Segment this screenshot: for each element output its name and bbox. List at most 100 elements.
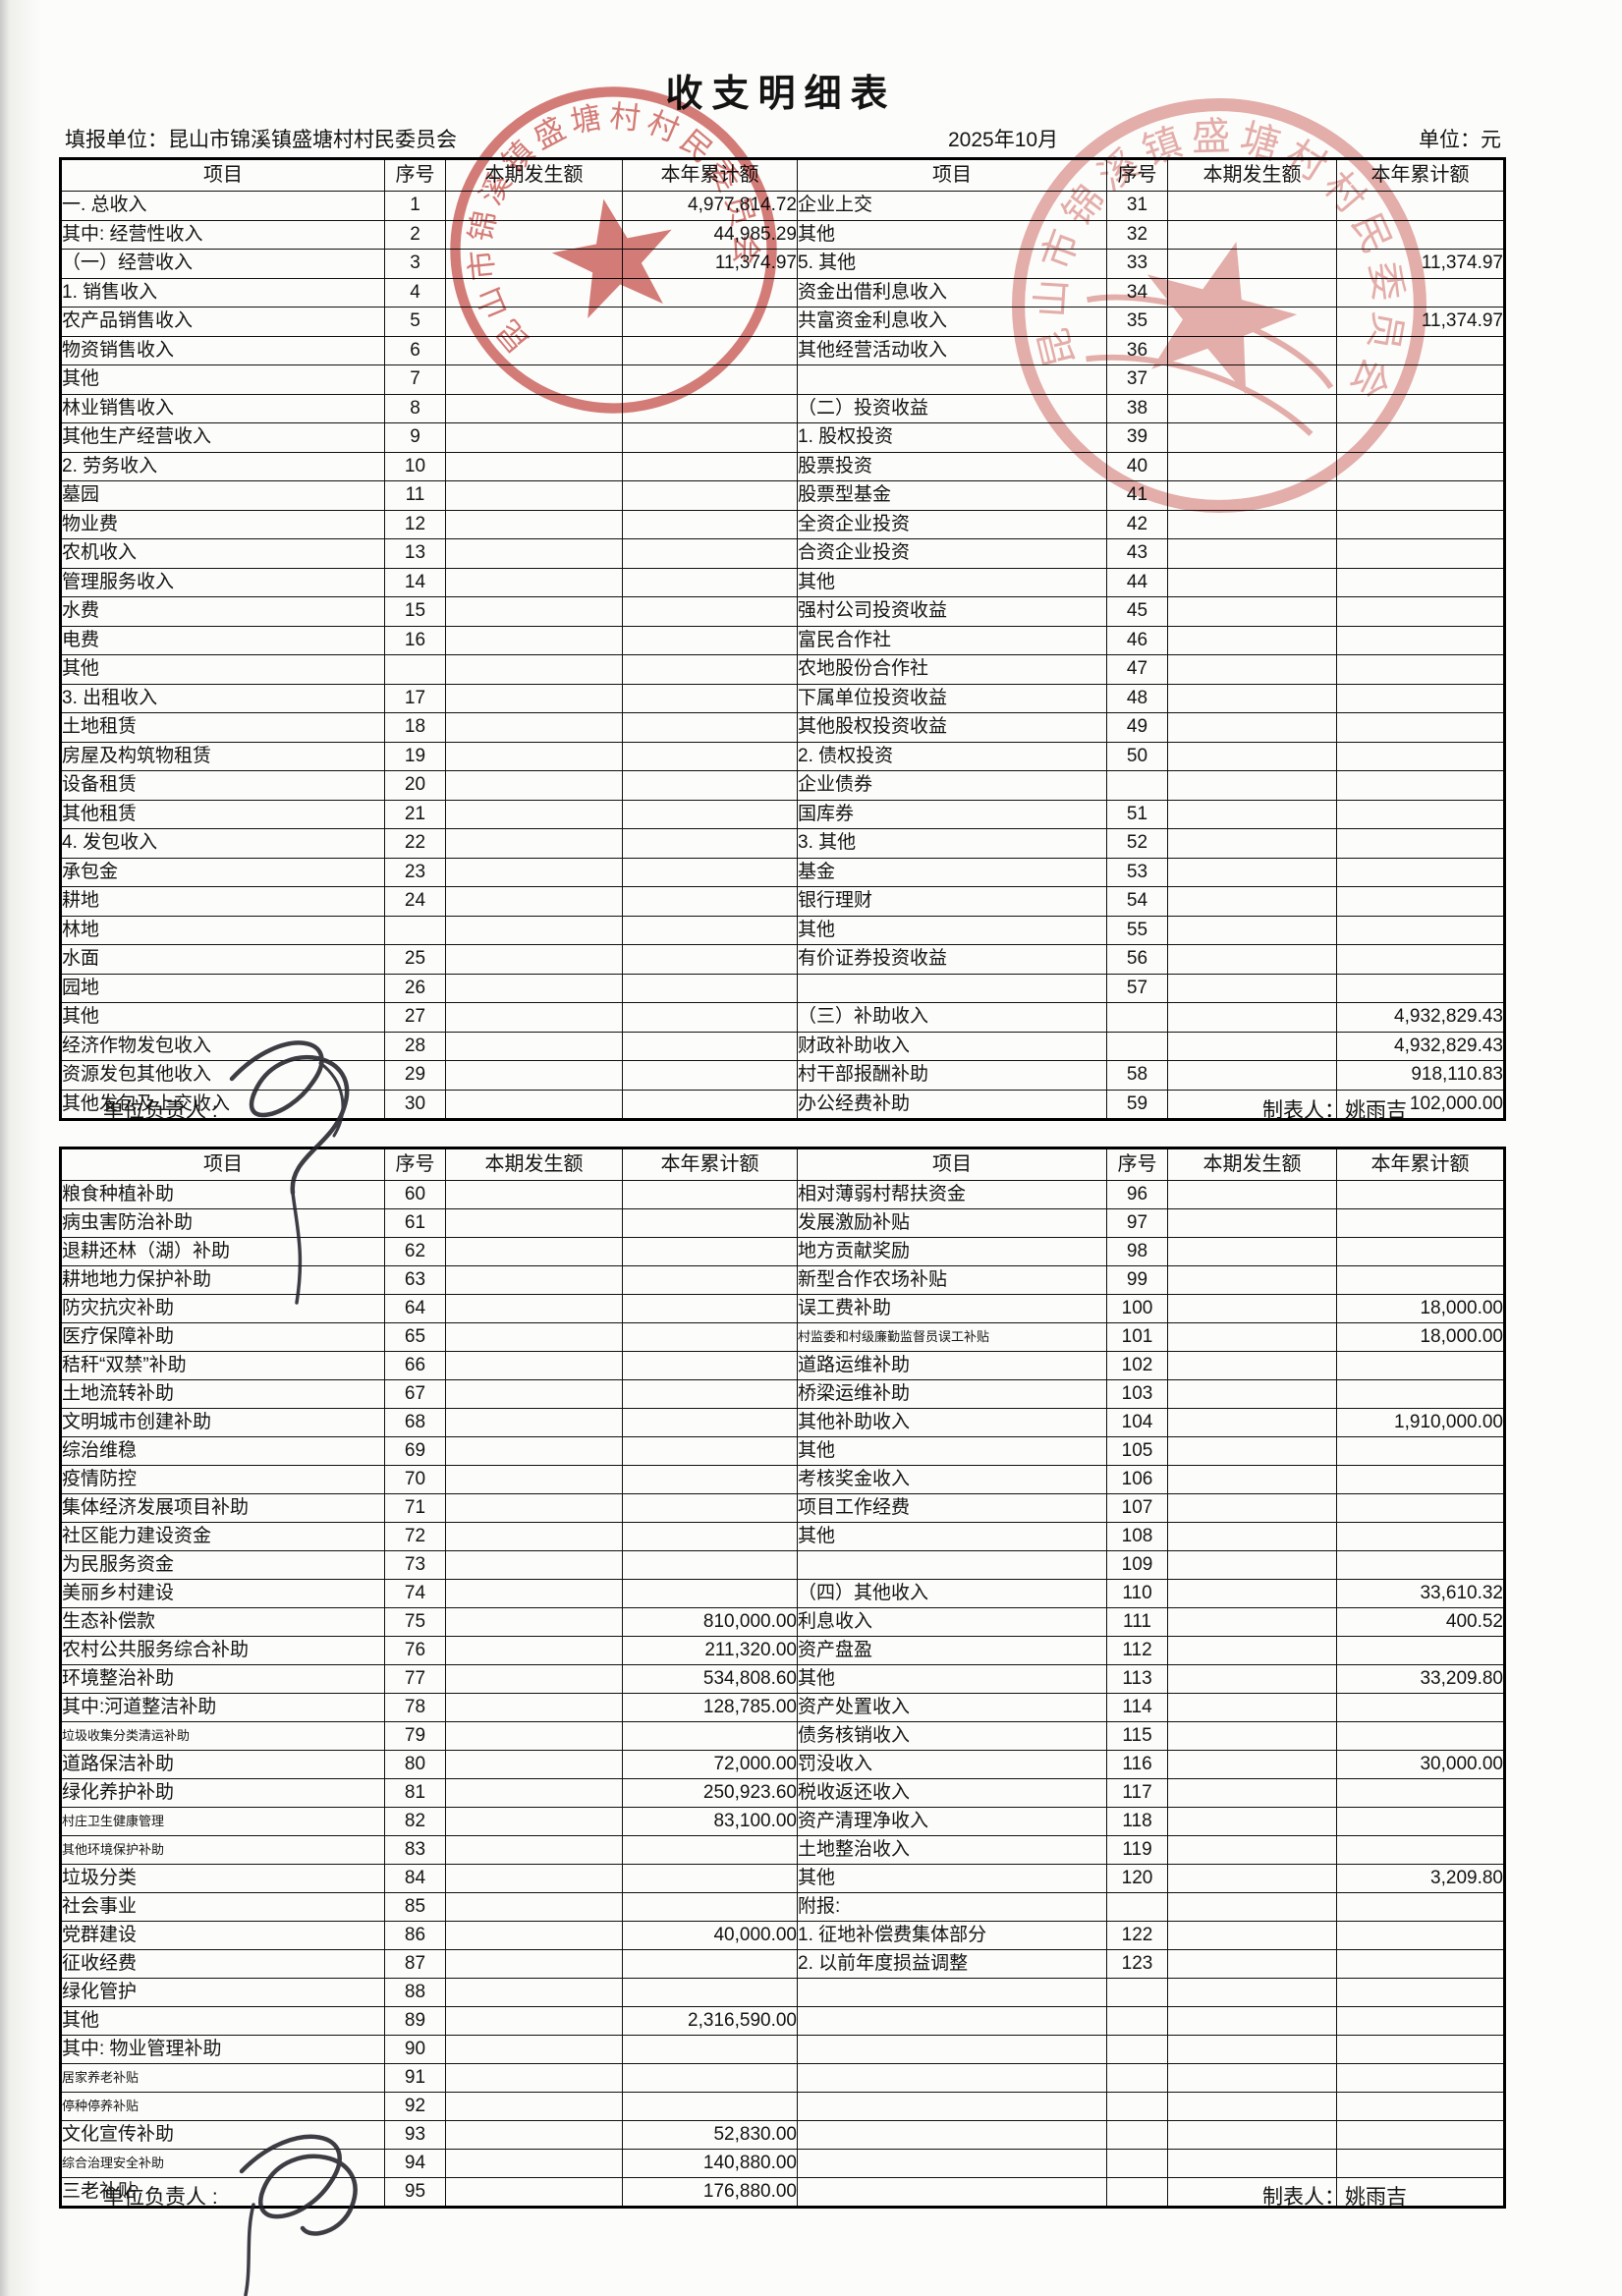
item-cell: 资产处置收入 (797, 1693, 1107, 1722)
item-cell: 其他生产经营收入 (60, 422, 385, 453)
period-amount-cell (1167, 509, 1337, 539)
period-amount-cell (445, 1265, 623, 1295)
item-cell: 股票型基金 (797, 480, 1107, 511)
serial-cell: 18 (384, 712, 446, 743)
serial-cell: 111 (1106, 1607, 1168, 1637)
serial-cell: 72 (384, 1522, 446, 1551)
ytd-amount-cell (1336, 2006, 1505, 2036)
serial-cell: 108 (1106, 1522, 1168, 1551)
item-cell: 垃圾分类 (60, 1864, 385, 1893)
ytd-amount-cell: 18,000.00 (1336, 1322, 1505, 1352)
serial-cell: 123 (1106, 1949, 1168, 1979)
table-row: 农产品销售收入 5 共富资金利息收入 35 11,374.97 (60, 307, 1505, 337)
ytd-amount-cell (1336, 538, 1505, 569)
column-header: 本年累计额 (622, 158, 798, 192)
item-cell: 5. 其他 (797, 249, 1107, 279)
period-amount-cell (1167, 191, 1337, 221)
item-cell: 其他 (797, 567, 1107, 597)
period-amount-cell (445, 393, 623, 423)
period-amount-cell (445, 1522, 623, 1551)
serial-cell: 63 (384, 1265, 446, 1295)
ytd-amount-cell (1336, 654, 1505, 685)
serial-cell: 37 (1106, 364, 1168, 395)
period-amount-cell (445, 1864, 623, 1893)
ytd-amount-cell (1336, 364, 1505, 395)
serial-cell: 5 (384, 307, 446, 337)
item-cell: 停种停养补贴 (60, 2092, 385, 2121)
serial-cell: 34 (1106, 277, 1168, 308)
period-amount-cell (445, 249, 623, 279)
item-cell: 其中: 经营性收入 (60, 219, 385, 250)
item-cell: 物资销售收入 (60, 335, 385, 365)
period-amount-cell (1167, 596, 1337, 627)
period-amount-cell (445, 1892, 623, 1922)
serial-cell: 91 (384, 2063, 446, 2093)
item-cell: 2. 以前年度损益调整 (797, 1949, 1107, 1979)
period-amount-cell (445, 1807, 623, 1836)
page-title: 收支明细表 (665, 74, 897, 115)
ytd-amount-cell (622, 741, 798, 771)
table-row: 水费 15 强村公司投资收益 45 (60, 596, 1505, 627)
serial-cell: 83 (384, 1835, 446, 1865)
period-amount-cell (1167, 1493, 1337, 1523)
serial-cell: 86 (384, 1921, 446, 1950)
ytd-amount-cell (1336, 1636, 1505, 1665)
serial-cell: 73 (384, 1550, 446, 1580)
item-cell: 秸秆“双禁”补助 (60, 1351, 385, 1380)
ytd-amount-cell (622, 509, 798, 539)
period-amount-cell (1167, 770, 1337, 801)
ytd-amount-cell: 102,000.00 (1336, 1089, 1505, 1120)
serial-cell: 20 (384, 770, 446, 801)
ytd-amount-cell (1336, 857, 1505, 887)
period-amount-cell (445, 509, 623, 539)
serial-cell: 21 (384, 799, 446, 829)
item-cell: 生态补偿款 (60, 1607, 385, 1637)
item-cell: 园地 (60, 973, 385, 1003)
serial-cell: 14 (384, 567, 446, 597)
period-amount-cell (445, 1493, 623, 1523)
item-cell: 农产品销售收入 (60, 307, 385, 337)
item-cell: 综治维稳 (60, 1436, 385, 1466)
ytd-amount-cell: 52,830.00 (622, 2120, 798, 2150)
item-cell: 为民服务资金 (60, 1550, 385, 1580)
period-amount-cell (1167, 335, 1337, 365)
item-cell: 土地流转补助 (60, 1379, 385, 1409)
ytd-amount-cell (622, 1060, 798, 1091)
serial-cell: 23 (384, 857, 446, 887)
responsible-person-label: 单位负责人 : (103, 2186, 218, 2209)
serial-cell: 105 (1106, 1436, 1168, 1466)
currency-unit: 单位：元 (1419, 129, 1501, 151)
serial-cell: 49 (1106, 712, 1168, 743)
ytd-amount-cell (1336, 2035, 1505, 2064)
item-cell: 下属单位投资收益 (797, 683, 1107, 713)
item-cell: 附报: (797, 1892, 1107, 1922)
period-amount-cell (1167, 1180, 1337, 1209)
table-row: 1. 销售收入 4 资金出借利息收入 34 (60, 277, 1505, 308)
period-amount-cell (1167, 1693, 1337, 1722)
item-cell: 共富资金利息收入 (797, 307, 1107, 337)
serial-cell: 64 (384, 1294, 446, 1323)
column-header: 序号 (384, 1148, 446, 1181)
item-cell: 2. 劳务收入 (60, 451, 385, 481)
table-row: 居家养老补贴 91 (60, 2063, 1505, 2093)
item-cell: （四）其他收入 (797, 1579, 1107, 1608)
table-row: 综治维稳 69 其他 105 (60, 1436, 1505, 1466)
serial-cell: 43 (1106, 538, 1168, 569)
item-cell: 一. 总收入 (60, 191, 385, 221)
table-row: （一）经营收入 3 11,374.97 5. 其他 33 11,374.97 (60, 249, 1505, 279)
ytd-amount-cell: 3,209.80 (1336, 1864, 1505, 1893)
period-amount-cell (1167, 422, 1337, 453)
table-row: 房屋及构筑物租赁 19 2. 债权投资 50 (60, 741, 1505, 771)
period-amount-cell (445, 1607, 623, 1637)
ytd-amount-cell (622, 1835, 798, 1865)
period-amount-cell (1167, 2120, 1337, 2150)
item-cell: 村庄卫生健康管理 (60, 1807, 385, 1836)
ytd-amount-cell (622, 915, 798, 945)
table-row: 垃圾分类 84 其他 120 3,209.80 (60, 1864, 1505, 1893)
serial-cell: 104 (1106, 1408, 1168, 1437)
serial-cell: 39 (1106, 422, 1168, 453)
ytd-amount-cell: 11,374.97 (622, 249, 798, 279)
period-amount-cell (1167, 1436, 1337, 1466)
item-cell: 墓园 (60, 480, 385, 511)
table-row: 水面 25 有价证券投资收益 56 (60, 944, 1505, 975)
